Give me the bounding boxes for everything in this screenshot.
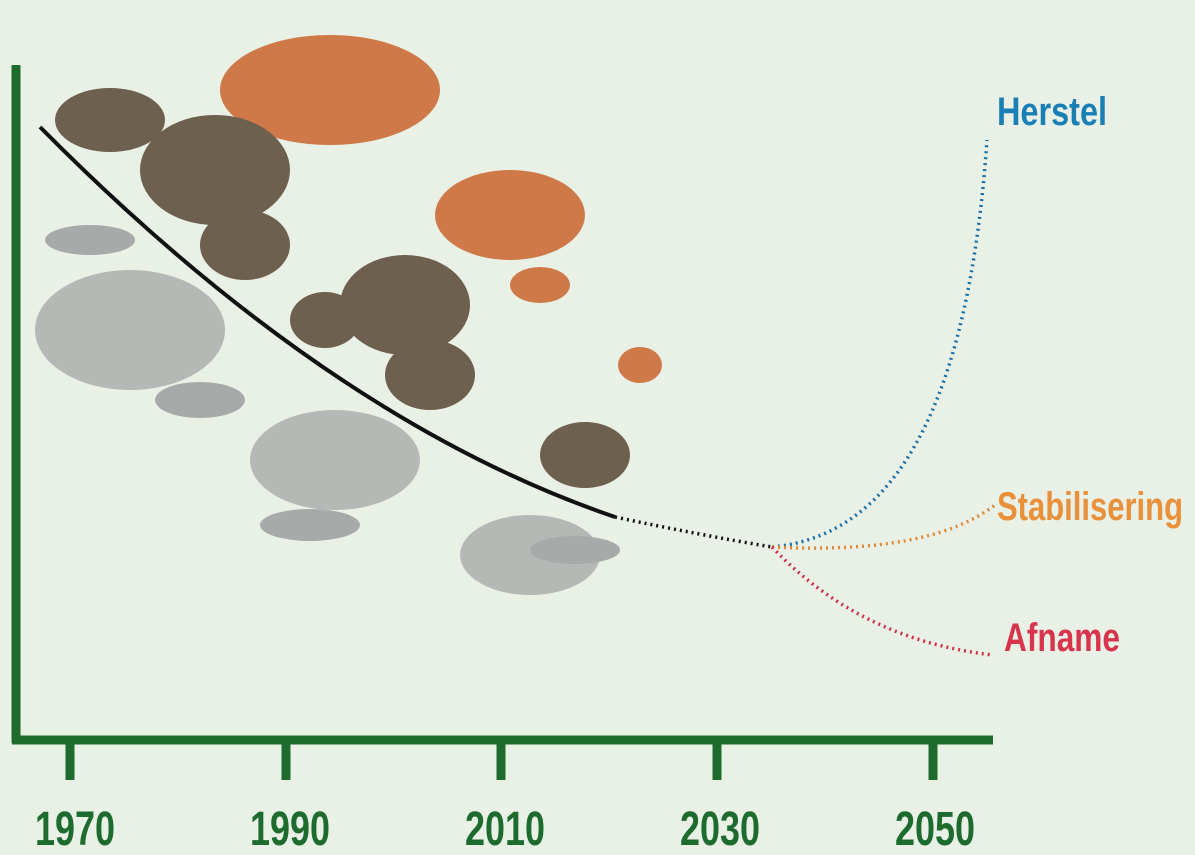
scenario-label: Stabilisering bbox=[997, 485, 1183, 529]
x-tick-label: 2010 bbox=[465, 803, 545, 850]
x-tick-label: 1970 bbox=[35, 803, 115, 850]
scenario-label: Herstel bbox=[997, 90, 1107, 134]
x-tick-label: 2030 bbox=[680, 803, 760, 850]
x-tick-label: 1990 bbox=[250, 803, 330, 850]
scenario-label: Afname bbox=[1004, 616, 1120, 660]
x-tick-label: 2050 bbox=[895, 803, 975, 850]
infographic: 1970 1990 2010 2030 2050 Herstel Stabili… bbox=[0, 0, 1195, 850]
page: {"x_axis": {"ticks": ["1970", "1990", "2… bbox=[0, 0, 1195, 850]
